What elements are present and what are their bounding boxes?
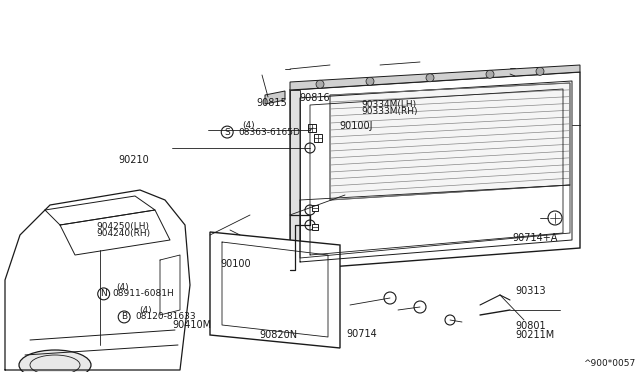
Text: 90100J: 90100J — [339, 121, 372, 131]
Circle shape — [98, 288, 109, 300]
Text: 08363-6165D: 08363-6165D — [239, 128, 301, 137]
Circle shape — [118, 311, 130, 323]
Polygon shape — [265, 91, 285, 104]
Circle shape — [305, 205, 315, 215]
Text: 90714: 90714 — [346, 329, 377, 339]
Polygon shape — [290, 72, 580, 270]
Text: N: N — [100, 289, 107, 298]
Text: 90313: 90313 — [515, 286, 546, 296]
Circle shape — [536, 67, 544, 76]
Circle shape — [316, 80, 324, 88]
Circle shape — [426, 74, 434, 82]
Text: 90100: 90100 — [221, 259, 252, 269]
Polygon shape — [330, 83, 570, 200]
Text: (4): (4) — [116, 283, 129, 292]
Bar — [312, 205, 318, 211]
Circle shape — [414, 301, 426, 313]
Text: B: B — [121, 312, 127, 321]
Text: 90210: 90210 — [118, 155, 149, 165]
Circle shape — [221, 126, 233, 138]
Text: ^900*0057: ^900*0057 — [583, 359, 635, 369]
Text: 90815: 90815 — [256, 99, 287, 108]
Text: (4): (4) — [140, 306, 152, 315]
Circle shape — [445, 315, 455, 325]
Text: 90714+A: 90714+A — [512, 233, 557, 243]
Text: 08120-81633: 08120-81633 — [136, 312, 196, 321]
Circle shape — [548, 211, 562, 225]
Circle shape — [486, 70, 494, 78]
Circle shape — [305, 220, 315, 230]
Bar — [312, 224, 318, 230]
Text: 90820N: 90820N — [259, 330, 298, 340]
Text: 90816: 90816 — [300, 93, 330, 103]
Bar — [314, 134, 322, 142]
Text: S: S — [225, 128, 230, 137]
Ellipse shape — [19, 350, 91, 372]
Text: 904250(LH): 904250(LH) — [96, 222, 149, 231]
Circle shape — [384, 292, 396, 304]
Text: 90410M: 90410M — [172, 321, 212, 330]
Text: (4): (4) — [243, 121, 255, 130]
Text: 90333M(RH): 90333M(RH) — [362, 107, 418, 116]
Bar — [308, 124, 316, 132]
Text: 08911-6081H: 08911-6081H — [112, 289, 173, 298]
Circle shape — [366, 77, 374, 85]
Text: 90334M(LH): 90334M(LH) — [362, 100, 417, 109]
Polygon shape — [290, 90, 300, 270]
Text: 90801: 90801 — [515, 321, 546, 331]
Polygon shape — [290, 65, 580, 90]
Polygon shape — [210, 232, 340, 348]
Text: 90211M: 90211M — [515, 330, 554, 340]
Text: 904240(RH): 904240(RH) — [96, 229, 150, 238]
Circle shape — [305, 143, 315, 153]
